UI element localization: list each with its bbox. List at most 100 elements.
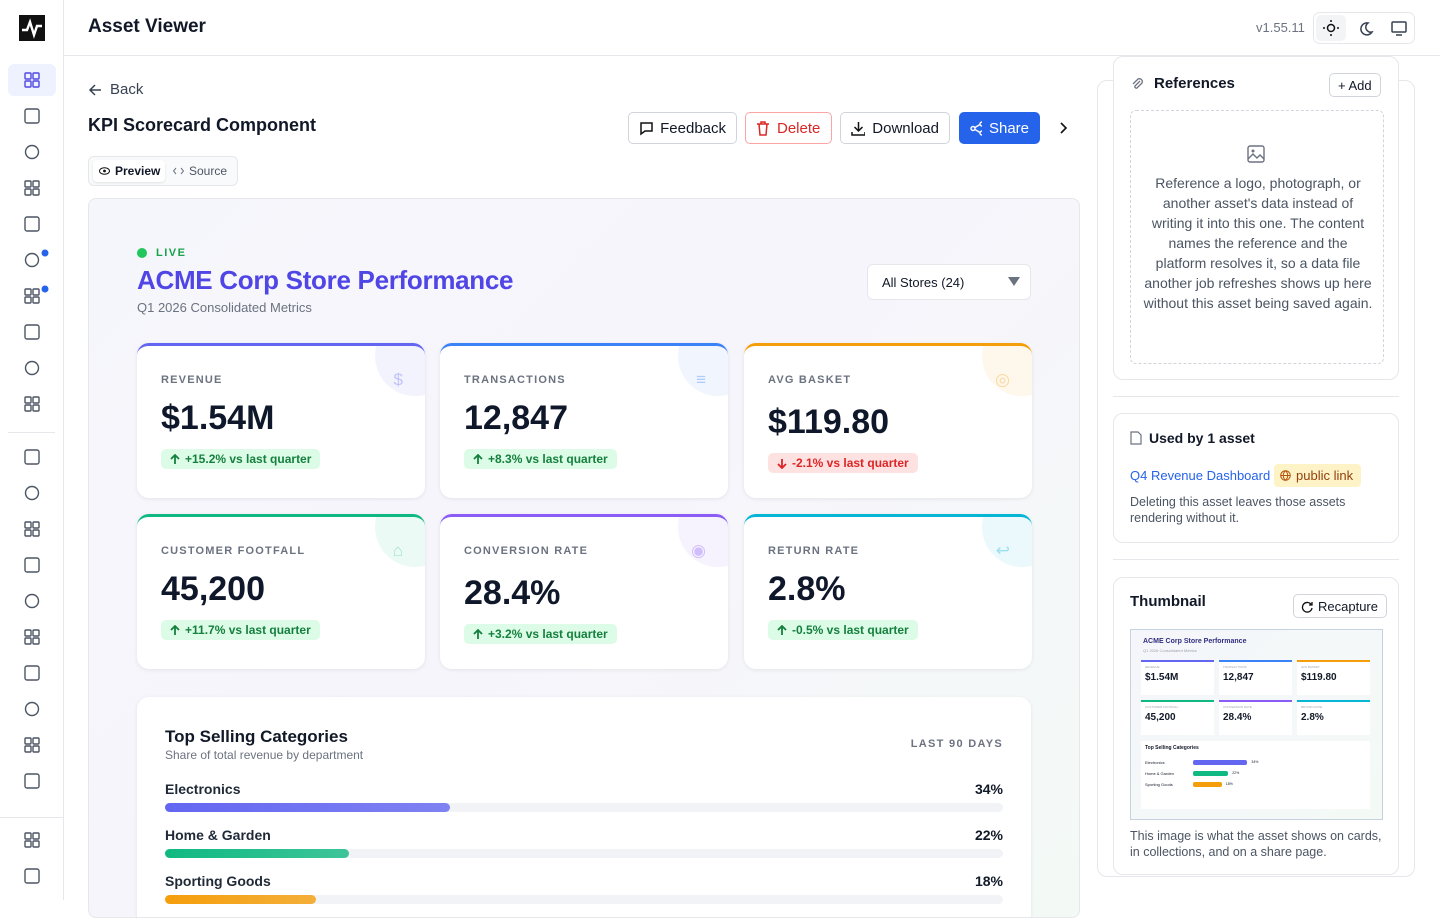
nav-item[interactable] bbox=[8, 657, 56, 689]
thumb-kpi: TRANSACTIONS 12,847 bbox=[1219, 660, 1292, 695]
nav-item[interactable] bbox=[8, 64, 56, 96]
nav-item[interactable] bbox=[8, 765, 56, 797]
kpi-change: +15.2% vs last quarter bbox=[161, 449, 321, 469]
nav-item[interactable] bbox=[8, 100, 56, 132]
glyph bbox=[24, 629, 32, 637]
nav-item[interactable] bbox=[8, 352, 56, 384]
icon bbox=[970, 120, 982, 136]
nav-item[interactable] bbox=[8, 316, 56, 348]
label: Preview bbox=[115, 164, 161, 178]
thumb-kpi: RETURN RATE 2.8% bbox=[1297, 700, 1370, 735]
glyph bbox=[32, 840, 40, 848]
nav-item[interactable] bbox=[8, 388, 56, 420]
divider bbox=[1113, 559, 1399, 560]
dashboard-title: ACME Corp Store Performance bbox=[137, 265, 514, 295]
glyph bbox=[24, 840, 32, 848]
nav-item[interactable] bbox=[8, 280, 56, 312]
nav-item[interactable] bbox=[8, 513, 56, 545]
glyph bbox=[24, 296, 32, 304]
nav-item[interactable] bbox=[8, 477, 56, 509]
back-icon bbox=[88, 83, 101, 96]
change-text: +11.7% vs last quarter bbox=[185, 623, 311, 637]
thumb-cat-name: Sporting Goods bbox=[1145, 782, 1173, 787]
categories-title: Top Selling Categories bbox=[165, 727, 348, 746]
recapture-button[interactable]: Recapture bbox=[1293, 594, 1387, 618]
glyph bbox=[24, 144, 40, 160]
system-theme[interactable] bbox=[1384, 15, 1414, 41]
live-dot bbox=[137, 248, 147, 258]
source-tab[interactable]: Source bbox=[173, 160, 227, 182]
nav-item[interactable] bbox=[8, 621, 56, 653]
nav-item[interactable] bbox=[8, 729, 56, 761]
icon bbox=[99, 167, 110, 175]
glyph bbox=[32, 180, 40, 188]
kpi-value: $119.80 bbox=[768, 403, 890, 441]
delete-button[interactable]: Delete bbox=[745, 112, 832, 144]
thumb-cat-name: Electronics bbox=[1145, 760, 1165, 765]
active-bg bbox=[8, 64, 56, 96]
kpi-label: TRANSACTIONS bbox=[464, 374, 566, 386]
download-button[interactable]: Download bbox=[840, 112, 950, 144]
nav-item[interactable] bbox=[8, 824, 56, 856]
dark-theme[interactable] bbox=[1350, 15, 1380, 41]
used-by-link[interactable]: Q4 Revenue Dashboard bbox=[1130, 468, 1271, 483]
nav-divider bbox=[8, 432, 55, 433]
glyph bbox=[24, 216, 40, 232]
badge-dot bbox=[41, 285, 49, 293]
glyph bbox=[32, 72, 40, 80]
change-text: +8.3% vs last quarter bbox=[488, 452, 608, 466]
kpi-card: ◎ AVG BASKET $119.80 -2.1% vs last quarter bbox=[744, 343, 1032, 498]
category-name: Home & Garden bbox=[165, 827, 271, 843]
nav-item[interactable] bbox=[8, 549, 56, 581]
trend-arrow bbox=[473, 628, 483, 639]
glyph bbox=[24, 288, 32, 296]
version: v1.55.11 bbox=[1256, 20, 1305, 35]
bar-track bbox=[165, 849, 1003, 858]
kpi-card: ↩ RETURN RATE 2.8% -0.5% vs last quarter bbox=[744, 514, 1032, 669]
nav-item[interactable] bbox=[8, 693, 56, 725]
nav-item[interactable] bbox=[8, 136, 56, 168]
asset-title: KPI Scorecard Component bbox=[88, 115, 317, 135]
feedback-button[interactable]: Feedback bbox=[628, 112, 737, 144]
collapse-panel[interactable] bbox=[1057, 120, 1071, 136]
nav-item[interactable] bbox=[8, 208, 56, 240]
kpi-label: CONVERSION RATE bbox=[464, 545, 589, 557]
arrow bbox=[777, 458, 787, 469]
drop-zone[interactable]: Reference a logo, photograph, or another… bbox=[1130, 110, 1384, 364]
nav-item[interactable] bbox=[8, 441, 56, 473]
kpi-change: -0.5% vs last quarter bbox=[768, 620, 918, 640]
back-link[interactable]: Back bbox=[88, 81, 143, 98]
preview-tab[interactable]: Preview bbox=[93, 160, 165, 182]
add-button[interactable]: + Add bbox=[1329, 73, 1381, 97]
kpi-icon: $ bbox=[393, 370, 403, 389]
glyph bbox=[24, 593, 40, 609]
icon bbox=[1301, 601, 1313, 613]
glyph bbox=[32, 296, 40, 304]
share-button[interactable]: Share bbox=[959, 112, 1040, 144]
thumb-kpi-label: CUSTOMER FOOTFALL bbox=[1145, 705, 1179, 709]
used-by-card: Used by 1 asset Q4 Revenue Dashboard pub… bbox=[1113, 413, 1399, 543]
light-theme[interactable] bbox=[1316, 15, 1346, 41]
nav-item[interactable] bbox=[8, 860, 56, 892]
change-text: +3.2% vs last quarter bbox=[488, 627, 608, 641]
glyph bbox=[24, 449, 40, 465]
kpi-label: RETURN RATE bbox=[768, 545, 860, 557]
nav-item[interactable] bbox=[8, 244, 56, 276]
kpi-card: ◉ CONVERSION RATE 28.4% +3.2% vs last quart… bbox=[440, 514, 728, 669]
top-bar: Asset Viewer v1.55.11 bbox=[64, 0, 1440, 56]
nav-item[interactable] bbox=[8, 172, 56, 204]
trend-arrow bbox=[170, 624, 180, 635]
nav-item[interactable] bbox=[8, 585, 56, 617]
category-name: Sporting Goods bbox=[165, 873, 271, 889]
kpi-value: 28.4% bbox=[464, 574, 561, 612]
thumb-kpi-value: $1.54M bbox=[1145, 672, 1179, 683]
kpi-change: +8.3% vs last quarter bbox=[464, 449, 617, 469]
glyph bbox=[24, 637, 32, 645]
kpi-change: -2.1% vs last quarter bbox=[768, 453, 918, 473]
thumb-categories: Top Selling Categories Electronics 34% Home… bbox=[1141, 741, 1370, 809]
references-title: References bbox=[1154, 75, 1235, 92]
glyph bbox=[32, 737, 40, 745]
thumb-kpi-label: AVG BASKET bbox=[1301, 665, 1320, 669]
store-select[interactable]: All Stores (24) bbox=[867, 264, 1031, 300]
